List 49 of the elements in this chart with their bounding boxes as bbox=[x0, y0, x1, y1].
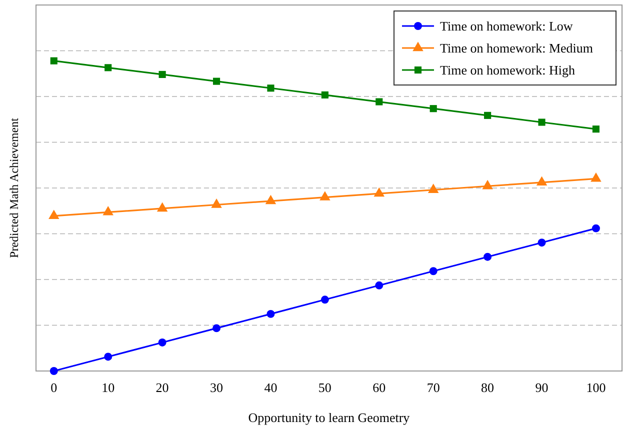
x-tick-label: 0 bbox=[50, 380, 58, 396]
legend-label: Time on homework: High bbox=[440, 62, 576, 78]
point bbox=[267, 84, 274, 92]
legend-label: Time on homework: Low bbox=[440, 18, 574, 34]
x-axis-title: Opportunity to learn Geometry bbox=[248, 410, 410, 425]
x-tick-label: 30 bbox=[210, 380, 224, 396]
point bbox=[375, 281, 384, 290]
x-tick-label: 20 bbox=[156, 380, 169, 396]
point bbox=[50, 367, 58, 375]
x-tick-label: 60 bbox=[372, 380, 386, 396]
x-tick-label: 40 bbox=[264, 380, 278, 396]
x-tick-label: 70 bbox=[426, 380, 440, 396]
point bbox=[428, 184, 439, 193]
point bbox=[50, 57, 58, 64]
point bbox=[376, 98, 383, 106]
point bbox=[102, 206, 114, 216]
point bbox=[538, 238, 546, 247]
x-tick-label: 100 bbox=[586, 380, 606, 396]
point bbox=[104, 64, 112, 72]
point bbox=[320, 191, 330, 200]
point bbox=[374, 187, 385, 197]
point bbox=[321, 91, 328, 98]
point bbox=[212, 78, 220, 85]
point bbox=[592, 126, 600, 133]
x-tick-label: 80 bbox=[481, 380, 494, 396]
point bbox=[482, 180, 493, 190]
point bbox=[320, 296, 329, 304]
point bbox=[429, 267, 438, 276]
legend-label: Time on homework: Medium bbox=[440, 40, 593, 56]
point bbox=[212, 324, 221, 332]
point bbox=[211, 198, 222, 208]
point bbox=[536, 176, 548, 186]
point bbox=[48, 210, 60, 220]
x-tick-label: 10 bbox=[102, 380, 115, 396]
point bbox=[158, 338, 166, 346]
point bbox=[156, 202, 168, 212]
point bbox=[266, 310, 275, 318]
point bbox=[430, 105, 437, 112]
point bbox=[538, 118, 546, 126]
point bbox=[590, 172, 602, 182]
point bbox=[592, 224, 600, 232]
y-axis-title: Predicted Math Achievement bbox=[7, 117, 21, 258]
x-tick-label: 50 bbox=[318, 380, 332, 396]
point bbox=[484, 112, 492, 119]
point bbox=[484, 252, 492, 261]
point bbox=[158, 70, 166, 78]
x-tick-label: 90 bbox=[535, 380, 548, 396]
point bbox=[104, 352, 112, 361]
point bbox=[265, 194, 276, 204]
